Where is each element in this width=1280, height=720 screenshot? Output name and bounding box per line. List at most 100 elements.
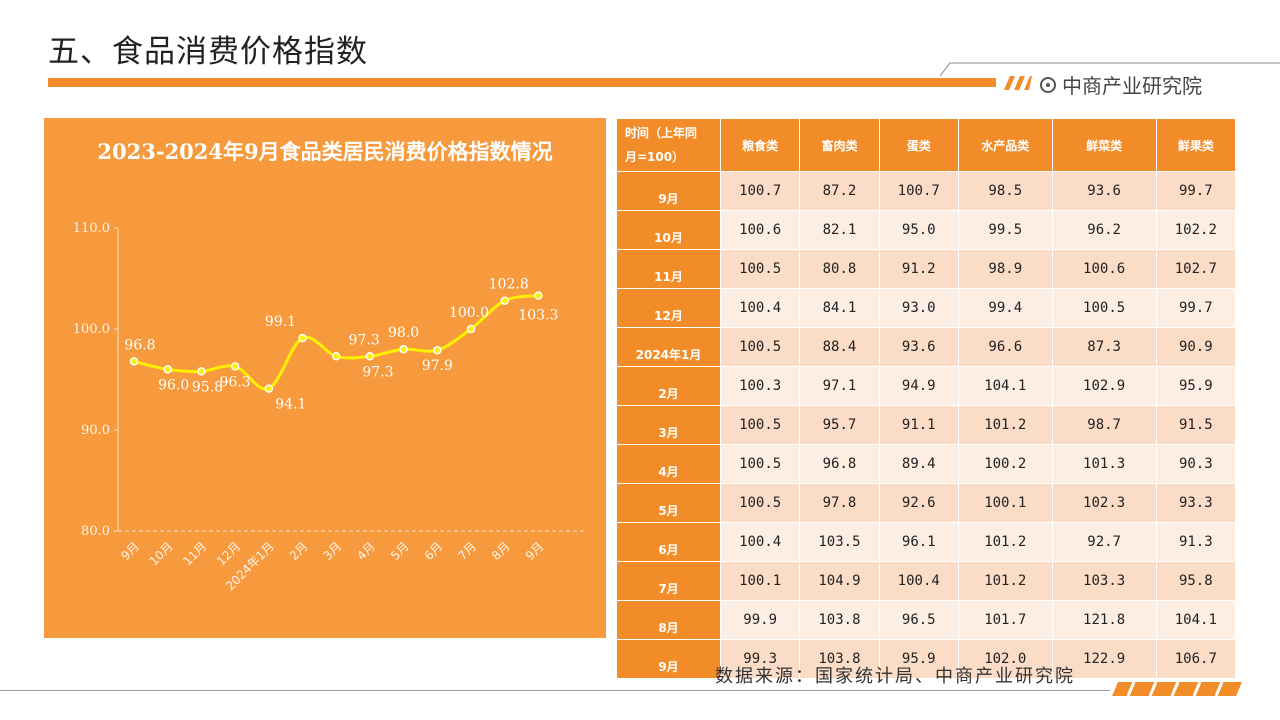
table-cell: 104.1 [957,366,1053,406]
table-cell: 96.8 [799,444,880,484]
data-point [365,352,375,361]
table-cell: 93.6 [878,327,959,367]
table-cell: 96.2 [1051,210,1157,250]
table-cell: 101.3 [1051,444,1157,484]
table-cell: 100.5 [720,249,801,289]
x-tick-label: 9月 [118,539,142,563]
table-cell: 101.7 [957,600,1053,640]
table-cell: 100.4 [720,288,801,328]
table-cell: 91.3 [1155,522,1237,562]
table-cell: 100.2 [957,444,1053,484]
table-cell: 99.5 [957,210,1053,250]
x-tick-label: 4月 [354,539,378,563]
x-tick-label: 3月 [321,539,345,563]
data-point [197,367,206,376]
table-cell: 100.5 [720,444,801,484]
row-month: 9月 [615,639,722,679]
table-header-row: 时间（上年同 月=100） 粮食类 畜肉类 蛋类 水产品类 鲜菜类 鲜果类 [615,118,1237,172]
table-cell: 87.2 [799,171,880,211]
table-cell: 99.7 [1155,171,1237,211]
row-month: 5月 [615,483,722,523]
data-point [331,352,341,361]
data-label: 102.8 [489,277,529,293]
table-cell: 101.2 [957,405,1053,445]
table-cell: 101.2 [957,522,1053,562]
data-point [534,291,543,300]
table-cell: 98.5 [957,171,1053,211]
table-cell: 103.8 [799,600,880,640]
column-header: 粮食类 [720,118,801,172]
data-label: 98.0 [388,325,419,341]
x-tick-label: 7月 [455,539,479,563]
y-tick-label: 100.0 [73,322,110,337]
row-month: 2024年1月 [615,327,722,367]
table-cell: 100.4 [878,561,959,601]
table-row: 9月 99.3 103.8 95.9 102.0 122.9 106.7 [615,639,1237,679]
data-point [500,296,509,305]
table-cell: 100.3 [720,366,801,406]
data-label: 94.1 [275,397,306,413]
table-cell: 96.5 [878,600,959,640]
table-cell: 92.7 [1051,522,1157,562]
table-cell: 97.1 [799,366,880,406]
title-divider-line [940,62,1280,77]
table-cell: 99.4 [957,288,1053,328]
table-cell: 95.9 [1155,366,1237,406]
brand-circle-icon [1040,76,1056,93]
table-cell: 90.9 [1155,327,1237,367]
table-cell: 121.8 [1051,600,1157,640]
x-tick-label: 8月 [489,539,513,563]
brand-logo: 中商产业研究院 [1040,70,1202,99]
title-accent-bar [48,78,996,87]
table-cell: 88.4 [799,327,880,367]
table-row: 9月 100.7 87.2 100.7 98.5 93.6 99.7 [615,171,1237,211]
table-cell: 95.7 [799,405,880,445]
table-cell: 103.5 [799,522,880,562]
table-cell: 100.5 [720,405,801,445]
page-title: 五、食品消费价格指数 [48,34,368,70]
row-month: 6月 [615,522,722,562]
data-point [163,365,172,374]
row-month: 4月 [615,444,722,484]
table-cell: 100.6 [1051,249,1157,289]
x-tick-label: 11月 [180,539,209,568]
table-cell: 100.6 [720,210,801,250]
table-cell: 98.9 [957,249,1053,289]
data-point [129,357,139,366]
row-month: 12月 [615,288,722,328]
x-tick-label: 9月 [523,539,547,563]
table-cell: 93.0 [878,288,959,328]
table-row: 5月 100.5 97.8 92.6 100.1 102.3 93.3 [615,483,1237,523]
table-cell: 95.8 [1155,561,1237,601]
table-cell: 99.3 [720,639,801,679]
x-tick-label: 2月 [287,539,311,563]
table-cell: 80.8 [799,249,880,289]
row-month: 11月 [615,249,722,289]
header-time-line: 时间（上年同 [625,126,698,140]
table-cell: 122.9 [1051,639,1157,679]
row-month: 2月 [615,366,722,406]
table-row: 12月 100.4 84.1 93.0 99.4 100.5 99.7 [615,288,1237,328]
data-label: 96.0 [158,377,189,393]
table-cell: 106.7 [1155,639,1237,679]
data-label: 100.0 [449,305,489,321]
table-cell: 91.1 [878,405,959,445]
row-month: 10月 [615,210,722,250]
column-header: 畜肉类 [799,118,880,172]
row-month: 9月 [615,171,722,211]
table-cell: 93.6 [1051,171,1157,211]
table-cell: 100.1 [957,483,1053,523]
column-header: 水产品类 [957,118,1053,172]
data-label: 97.3 [362,364,393,380]
table-cell: 89.4 [878,444,959,484]
bottom-divider [0,690,1110,691]
table-cell: 102.0 [957,639,1053,679]
table-row: 3月 100.5 95.7 91.1 101.2 98.7 91.5 [615,405,1237,445]
data-point [230,362,240,371]
chart-title: 2023-2024年9月食品类居民消费价格指数情况 [97,139,553,164]
header-time: 时间（上年同 月=100） [615,118,722,172]
table-row: 2024年1月 100.5 88.4 93.6 96.6 87.3 90.9 [615,327,1237,367]
column-header: 鲜果类 [1155,118,1237,172]
data-point [264,384,274,393]
table-cell: 96.1 [878,522,959,562]
